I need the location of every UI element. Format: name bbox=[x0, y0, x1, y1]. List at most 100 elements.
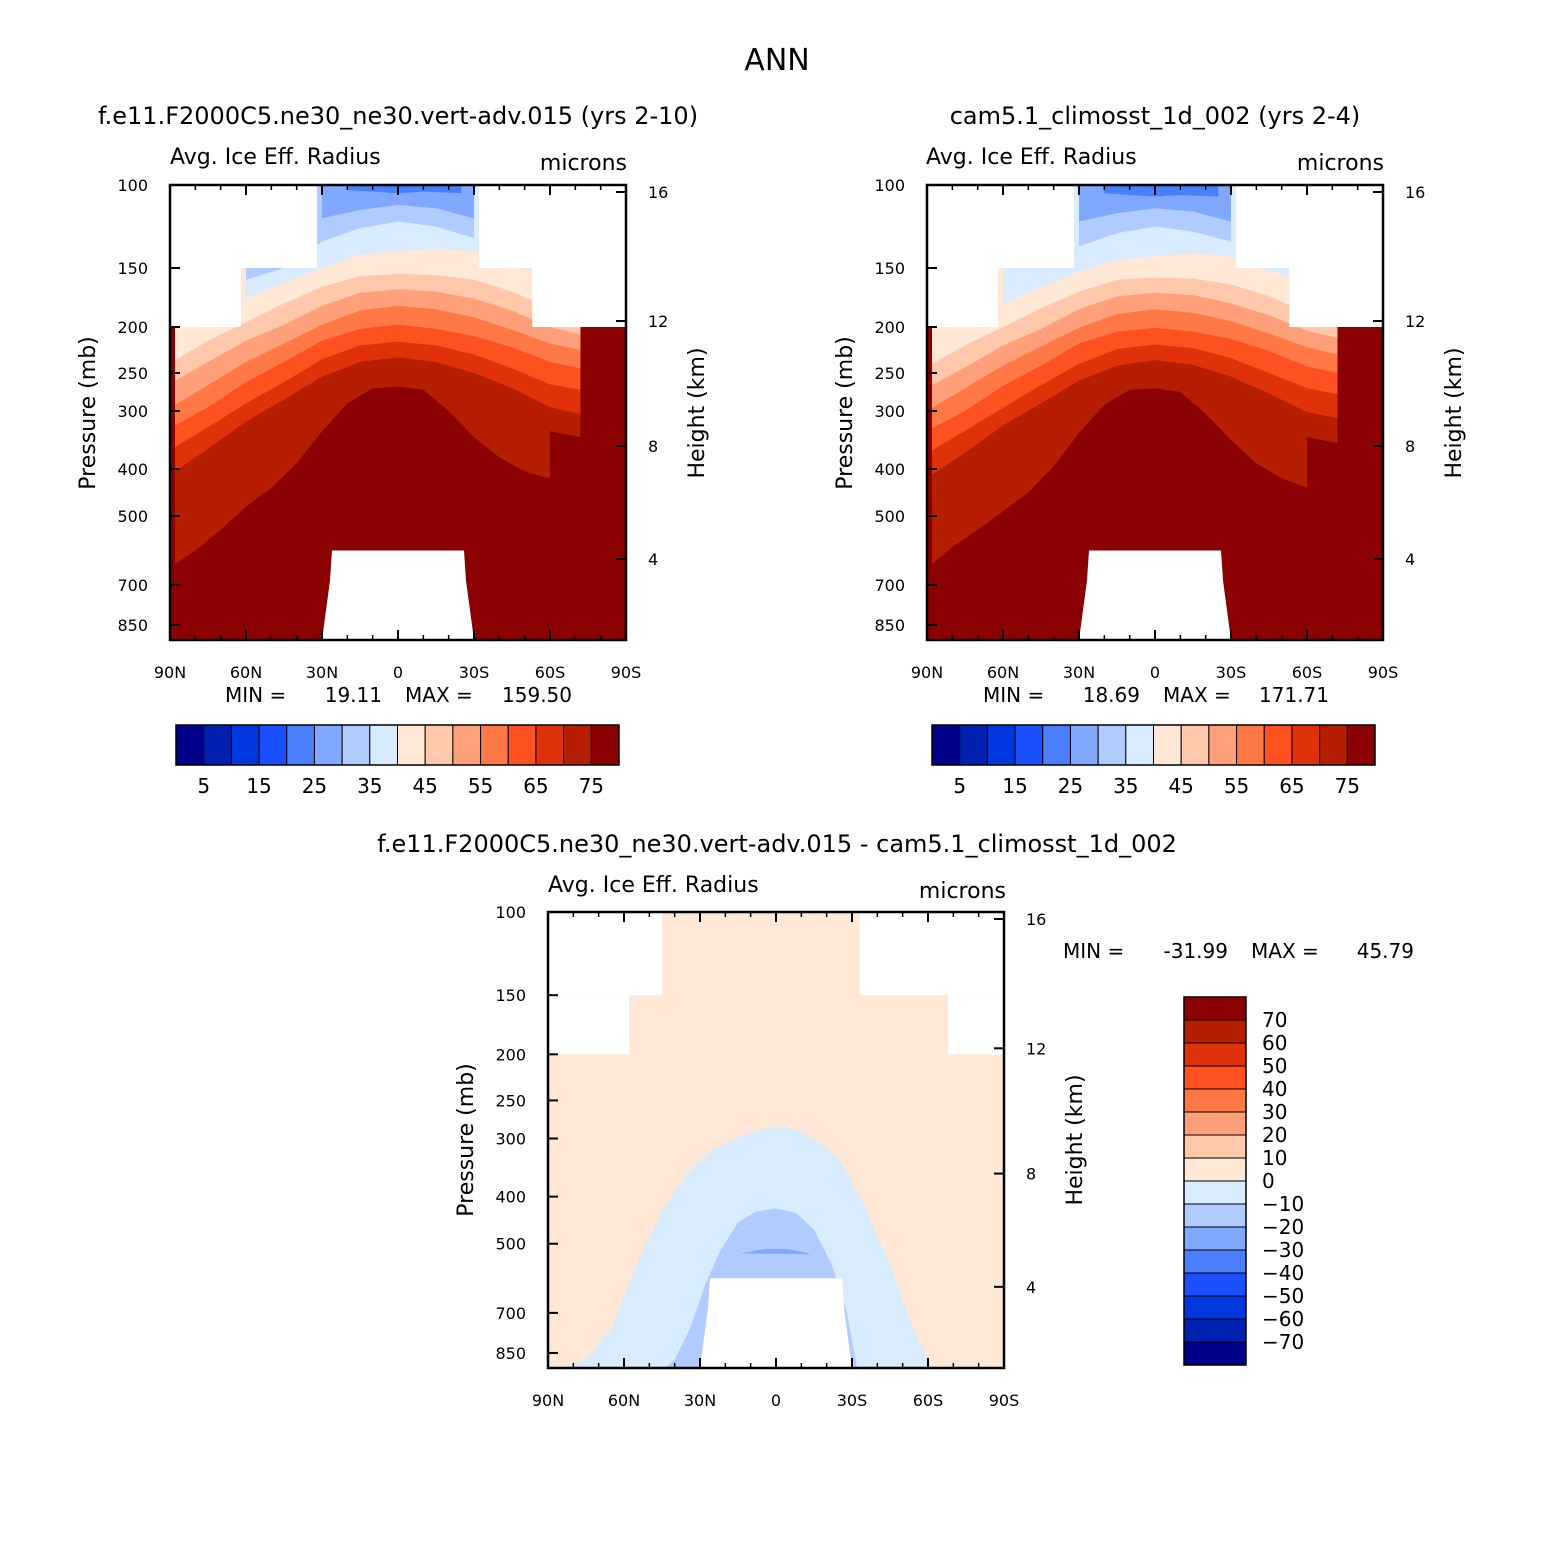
y-tick-label: 400 bbox=[874, 460, 905, 479]
panel-3-max-value: 45.79 bbox=[1357, 939, 1414, 963]
x-tick-label: 30N bbox=[1063, 663, 1095, 682]
colorbar-swatch bbox=[1183, 1180, 1247, 1205]
panel-2-plot: 90N 60N 30N 0 30S 60S 90S 100 150 200 250 300 400 500… bbox=[874, 176, 1425, 682]
colorbar-swatch bbox=[507, 724, 537, 766]
colorbar-swatch bbox=[1014, 724, 1044, 766]
colorbar-swatch bbox=[1183, 1203, 1247, 1228]
colorbar-label: 15 bbox=[246, 774, 271, 798]
colorbar-label: 45 bbox=[1168, 774, 1193, 798]
x-tick-label: 60N bbox=[608, 1391, 640, 1410]
y-tick-label: 150 bbox=[495, 986, 526, 1005]
colorbar-swatch bbox=[203, 724, 232, 766]
x-tick-label: 0 bbox=[771, 1391, 781, 1410]
y-tick-label: 200 bbox=[874, 318, 905, 337]
y2-tick-label: 8 bbox=[1405, 437, 1415, 456]
panel-2-units-label: microns bbox=[1297, 151, 1384, 176]
panel-1-plot: 90N 60N 30N 0 30S 60S 90S 100 150 200 250 300 400 500… bbox=[117, 176, 668, 682]
colorbar-frame bbox=[1183, 996, 1247, 1366]
panel-2-y2label: Height (km) bbox=[1442, 347, 1467, 478]
y-tick-label: 250 bbox=[874, 364, 905, 383]
y-tick-label: 300 bbox=[117, 402, 148, 421]
y-tick-label: 300 bbox=[495, 1129, 526, 1148]
colorbar-swatch bbox=[1183, 1341, 1247, 1366]
missing-region-orography bbox=[1079, 550, 1231, 640]
colorbar-swatch bbox=[1183, 1134, 1247, 1159]
y-tick-label: 200 bbox=[117, 318, 148, 337]
colorbar-swatch bbox=[230, 724, 260, 766]
panel-3: f.e11.F2000C5.ne30_ne30.vert-adv.015 - c… bbox=[377, 830, 1414, 1410]
panel-2-colorbar: 5 15 25 35 45 55 65 75 bbox=[931, 724, 1376, 798]
colorbar-swatch bbox=[1183, 1111, 1247, 1136]
missing-region-3 bbox=[927, 268, 998, 327]
colorbar-label: 45 bbox=[412, 774, 437, 798]
colorbar-label: −10 bbox=[1262, 1192, 1304, 1216]
colorbar-swatch bbox=[258, 724, 288, 766]
colorbar-label: 15 bbox=[1002, 774, 1027, 798]
x-tick-label: 30S bbox=[1216, 663, 1247, 682]
missing-region-1 bbox=[170, 185, 317, 268]
x-tick-label: 90N bbox=[532, 1391, 564, 1410]
colorbar-label: 50 bbox=[1262, 1054, 1287, 1078]
colorbar-swatch bbox=[986, 724, 1016, 766]
y2-tick-label: 8 bbox=[1026, 1165, 1036, 1184]
colorbar-swatch bbox=[1183, 1295, 1247, 1320]
panel-1: f.e11.F2000C5.ne30_ne30.vert-adv.015 (yr… bbox=[76, 102, 710, 798]
panel-3-field-label: Avg. Ice Eff. Radius bbox=[548, 873, 759, 898]
panel-2: cam5.1_climosst_1d_002 (yrs 2-4) Avg. Ic… bbox=[833, 102, 1467, 798]
x-tick-label: 60S bbox=[1292, 663, 1323, 682]
colorbar-label: 35 bbox=[1113, 774, 1138, 798]
x-tick-label: 0 bbox=[393, 663, 403, 682]
colorbar-label: −40 bbox=[1262, 1261, 1304, 1285]
y-tick-label: 250 bbox=[117, 364, 148, 383]
panel-1-colorbar: 5 15 25 35 45 55 65 75 bbox=[175, 724, 620, 798]
colorbar-label: 65 bbox=[523, 774, 548, 798]
colorbar-label: 40 bbox=[1262, 1077, 1287, 1101]
colorbar-label: −60 bbox=[1262, 1307, 1304, 1331]
panel-3-min-value: -31.99 bbox=[1164, 939, 1228, 963]
x-tick-label: 60S bbox=[913, 1391, 944, 1410]
y2-tick-label: 12 bbox=[648, 312, 668, 331]
y-tick-label: 700 bbox=[117, 576, 148, 595]
colorbar-swatch bbox=[1183, 1042, 1247, 1067]
colorbar-swatch bbox=[1183, 996, 1247, 1021]
colorbar-swatch bbox=[535, 724, 565, 766]
colorbar-label: −30 bbox=[1262, 1238, 1304, 1262]
panel-1-ylabel: Pressure (mb) bbox=[76, 336, 101, 490]
colorbar-swatch bbox=[1069, 724, 1099, 766]
colorbar-swatch bbox=[175, 724, 205, 766]
colorbar-label: 5 bbox=[953, 774, 966, 798]
missing-region-2 bbox=[532, 268, 626, 327]
colorbar-label: 10 bbox=[1262, 1146, 1287, 1170]
x-tick-label: 60N bbox=[987, 663, 1019, 682]
colorbar-swatch bbox=[1153, 724, 1182, 766]
colorbar-swatch bbox=[1263, 724, 1293, 766]
colorbar-label: 75 bbox=[1335, 774, 1360, 798]
x-tick-label: 30S bbox=[837, 1391, 868, 1410]
y-tick-label: 500 bbox=[874, 507, 905, 526]
y-tick-label: 100 bbox=[874, 176, 905, 195]
panel-2-ylabel: Pressure (mb) bbox=[833, 336, 858, 490]
y2-tick-label: 12 bbox=[1026, 1039, 1046, 1058]
panel-1-field-label: Avg. Ice Eff. Radius bbox=[170, 145, 381, 170]
panel-2-min-label: MIN = bbox=[983, 683, 1044, 707]
x-tick-label: 90N bbox=[911, 663, 943, 682]
x-tick-label: 0 bbox=[1150, 663, 1160, 682]
colorbar-label: 0 bbox=[1262, 1169, 1275, 1193]
missing-region-1 bbox=[548, 912, 662, 996]
panel-1-max-value: 159.50 bbox=[502, 683, 572, 707]
panel-3-ylabel: Pressure (mb) bbox=[454, 1063, 479, 1217]
missing-region-3 bbox=[170, 268, 241, 327]
x-tick-label: 90S bbox=[611, 663, 642, 682]
contour-band-20 bbox=[1104, 185, 1219, 197]
colorbar-label: 25 bbox=[1058, 774, 1083, 798]
y-tick-label: 500 bbox=[117, 507, 148, 526]
y-tick-label: 250 bbox=[495, 1091, 526, 1110]
colorbar-swatch bbox=[1042, 724, 1071, 766]
colorbar-swatch bbox=[397, 724, 426, 766]
colorbar-swatch bbox=[1236, 724, 1265, 766]
colorbar-swatch bbox=[286, 724, 315, 766]
y-tick-label: 700 bbox=[495, 1304, 526, 1323]
colorbar-label: −50 bbox=[1262, 1284, 1304, 1308]
y2-tick-label: 16 bbox=[1026, 910, 1046, 929]
